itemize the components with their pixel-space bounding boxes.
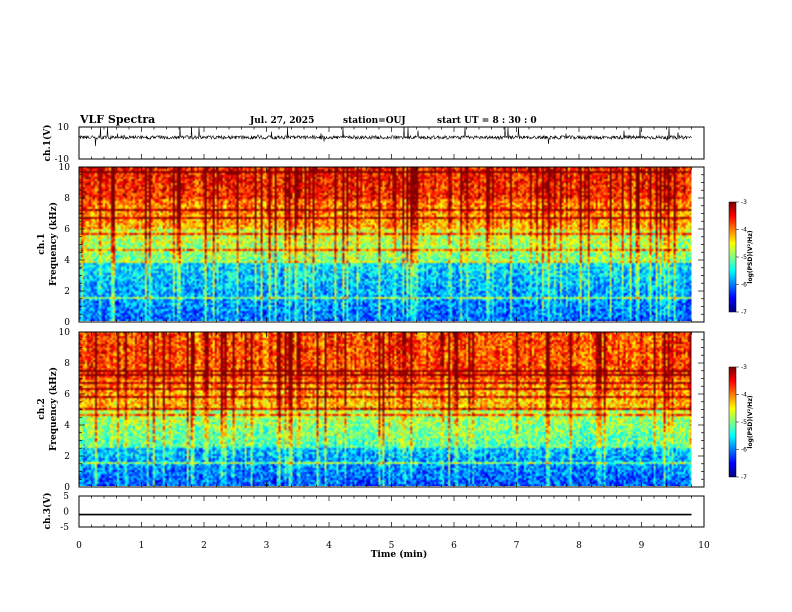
header-start-time: start UT = 8 : 30 : 0 — [437, 116, 537, 126]
ch1-ytick-top: 10 — [58, 123, 70, 133]
time-tick-label: 5 — [389, 541, 395, 551]
time-tick-label: 2 — [201, 541, 207, 551]
ch3-waveform-ylabel: ch.3(V) — [42, 493, 53, 530]
time-tick-label: 4 — [326, 541, 332, 551]
ch2-colorbar-tick-label: -6 — [741, 447, 747, 454]
ch1-colorbar-tick-label: -4 — [741, 227, 747, 234]
ch2-colorbar-label: log(PSD)(V²/Hz) — [747, 395, 754, 448]
ch2-spectrogram-ytick-label: 2 — [64, 452, 70, 462]
time-tick-label: 0 — [76, 541, 82, 551]
time-axis-ticks: 0 1 2 3 4 5 6 7 8 9 10 — [76, 127, 710, 551]
ch1-colorbar: -3 -4 -5 -6 -7 log(PSD)(V²/Hz) — [728, 199, 754, 316]
ch2-spectrogram-ytick-label: 10 — [59, 328, 71, 338]
header-station: station=OUJ — [343, 116, 406, 126]
ch1-colorbar-tick-label: -5 — [741, 254, 747, 261]
ch2-colorbar-image — [729, 367, 736, 477]
ch2-colorbar: -3 -4 -5 -6 -7 log(PSD)(V²/Hz) — [728, 364, 754, 481]
ch1-spectrogram-ylabel-channel: ch.1 — [37, 233, 47, 254]
ch1-colorbar-tick-label: -7 — [741, 309, 747, 316]
ch1-spectrogram-yticks: 0 2 4 6 8 10 — [59, 163, 704, 328]
ch2-spectrogram-ytick-label: 4 — [64, 421, 70, 431]
time-tick-label: 3 — [264, 541, 270, 551]
ch1-waveform-ylabel: ch.1(V) — [42, 125, 53, 162]
time-axis-label: Time (min) — [371, 549, 428, 560]
ch1-spectrogram-ylabel: Frequency (kHz) — [48, 202, 59, 286]
ch2-spectrogram-ytick-label: 6 — [64, 390, 70, 400]
ch3-ytick-top: 5 — [63, 492, 69, 502]
ch1-spectrogram-image — [79, 167, 692, 321]
time-tick-label: 6 — [451, 541, 457, 551]
ch1-spectrogram-ytick-label: 10 — [59, 163, 71, 173]
ch2-spectrogram-ytick-label: 8 — [64, 359, 70, 369]
ch1-spectrogram-ytick-label: 2 — [64, 287, 70, 297]
ch1-colorbar-image — [729, 202, 736, 312]
ch2-colorbar-tick-label: -3 — [741, 364, 747, 371]
time-tick-label: 8 — [576, 541, 582, 551]
ch2-spectrogram-image — [79, 332, 692, 486]
ch1-ytick-bottom: -10 — [55, 155, 70, 165]
time-tick-label: 9 — [639, 541, 645, 551]
ch1-waveform-trace — [78, 126, 692, 147]
time-tick-label: 7 — [514, 541, 520, 551]
ch2-colorbar-tick-label: -4 — [741, 392, 747, 399]
ch2-spectrogram-yticks: 0 2 4 6 8 10 — [59, 328, 704, 493]
ch1-spectrogram-ytick-label: 6 — [64, 225, 70, 235]
ch2-spectrogram-ylabel-channel: ch.2 — [37, 398, 47, 419]
ch2-colorbar-tick-label: -5 — [741, 419, 747, 426]
ch1-colorbar-tick-label: -3 — [741, 199, 747, 206]
ch1-colorbar-label: log(PSD)(V²/Hz) — [747, 230, 754, 283]
ch1-spectrogram-ytick-label: 8 — [64, 194, 70, 204]
time-tick-label: 1 — [139, 541, 145, 551]
ch2-spectrogram-ytick-label: 0 — [64, 483, 70, 493]
time-tick-label: 10 — [698, 541, 710, 551]
ch3-ytick-bottom: -5 — [60, 523, 69, 533]
ch2-colorbar-tick-label: -7 — [741, 474, 747, 481]
ch3-ytick-middle: 0 — [63, 508, 69, 518]
ch2-spectrogram-ylabel: Frequency (kHz) — [48, 367, 59, 451]
ch1-colorbar-tick-label: -6 — [741, 282, 747, 289]
header-date: Jul. 27, 2025 — [249, 116, 314, 126]
figure-title: VLF Spectra — [79, 113, 155, 126]
ch1-spectrogram-ytick-label: 4 — [64, 256, 70, 266]
ch1-spectrogram-ytick-label: 0 — [64, 318, 70, 328]
